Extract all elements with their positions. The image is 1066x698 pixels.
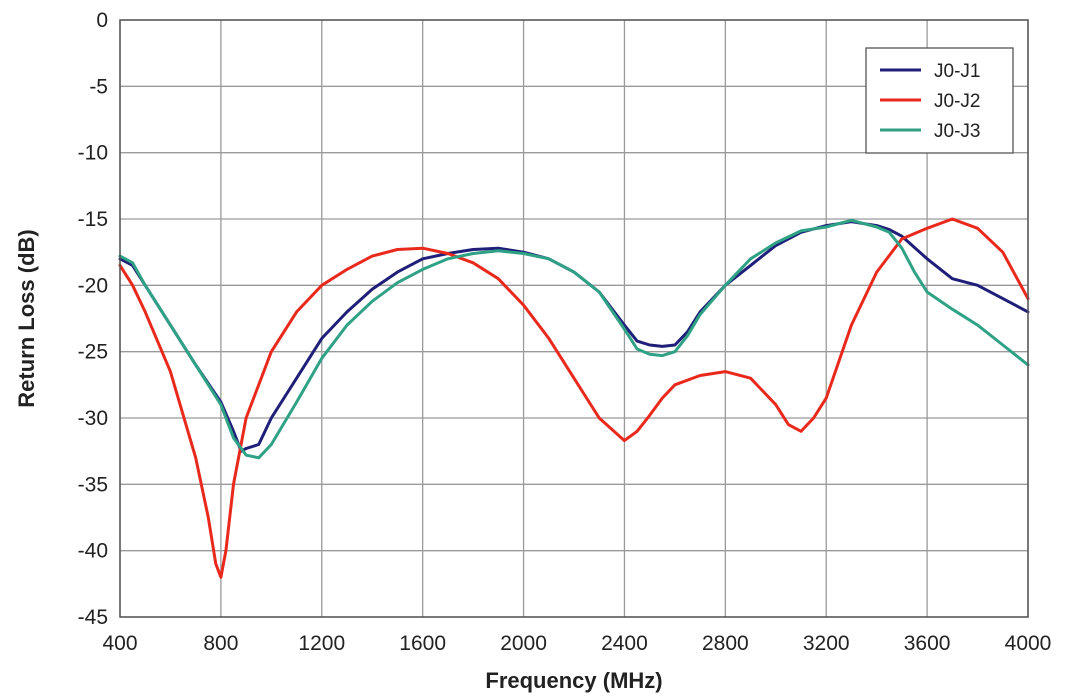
series-line-3 xyxy=(118,218,1030,460)
x-tick-label: 2000 xyxy=(500,632,547,655)
series-layer xyxy=(118,217,1030,579)
x-tick-label: 3200 xyxy=(803,632,850,655)
legend-label: J0-J3 xyxy=(934,121,980,142)
x-tick-label: 1200 xyxy=(298,632,345,655)
legend-label: J0-J1 xyxy=(934,61,980,82)
y-tick-label: -5 xyxy=(89,75,108,98)
y-tick-label: -45 xyxy=(78,606,108,629)
y-tick-labels: 0 -5 -10 -15 -20 -25 -30 -35 -40 -45 xyxy=(78,9,108,629)
x-tick-label: 2800 xyxy=(702,632,749,655)
y-tick-label: -20 xyxy=(78,274,108,297)
x-tick-label: 2400 xyxy=(601,632,648,655)
legend: J0-J1 J0-J2 J0-J3 xyxy=(865,47,1014,154)
x-tick-label: 800 xyxy=(203,632,238,655)
y-tick-label: 0 xyxy=(96,9,108,32)
x-tick-label: 3600 xyxy=(904,632,951,655)
series-line-2 xyxy=(118,217,1030,579)
x-tick-label: 4000 xyxy=(1005,632,1052,655)
y-axis-label: Return Loss (dB) xyxy=(14,229,39,407)
y-tick-label: -35 xyxy=(78,473,108,496)
legend-label: J0-J2 xyxy=(934,91,980,112)
y-tick-label: -25 xyxy=(78,341,108,364)
x-tick-labels: 400 800 1200 1600 2000 2400 2800 3200 3600 4000 xyxy=(102,632,1051,655)
x-tick-label: 1600 xyxy=(399,632,446,655)
y-tick-label: -30 xyxy=(78,407,108,430)
y-tick-label: -15 xyxy=(78,208,108,231)
x-tick-label: 400 xyxy=(102,632,137,655)
y-tick-label: -40 xyxy=(78,540,108,563)
x-axis-label: Frequency (MHz) xyxy=(485,668,662,693)
plot-frame xyxy=(119,19,1029,618)
y-tick-label: -10 xyxy=(78,142,108,165)
